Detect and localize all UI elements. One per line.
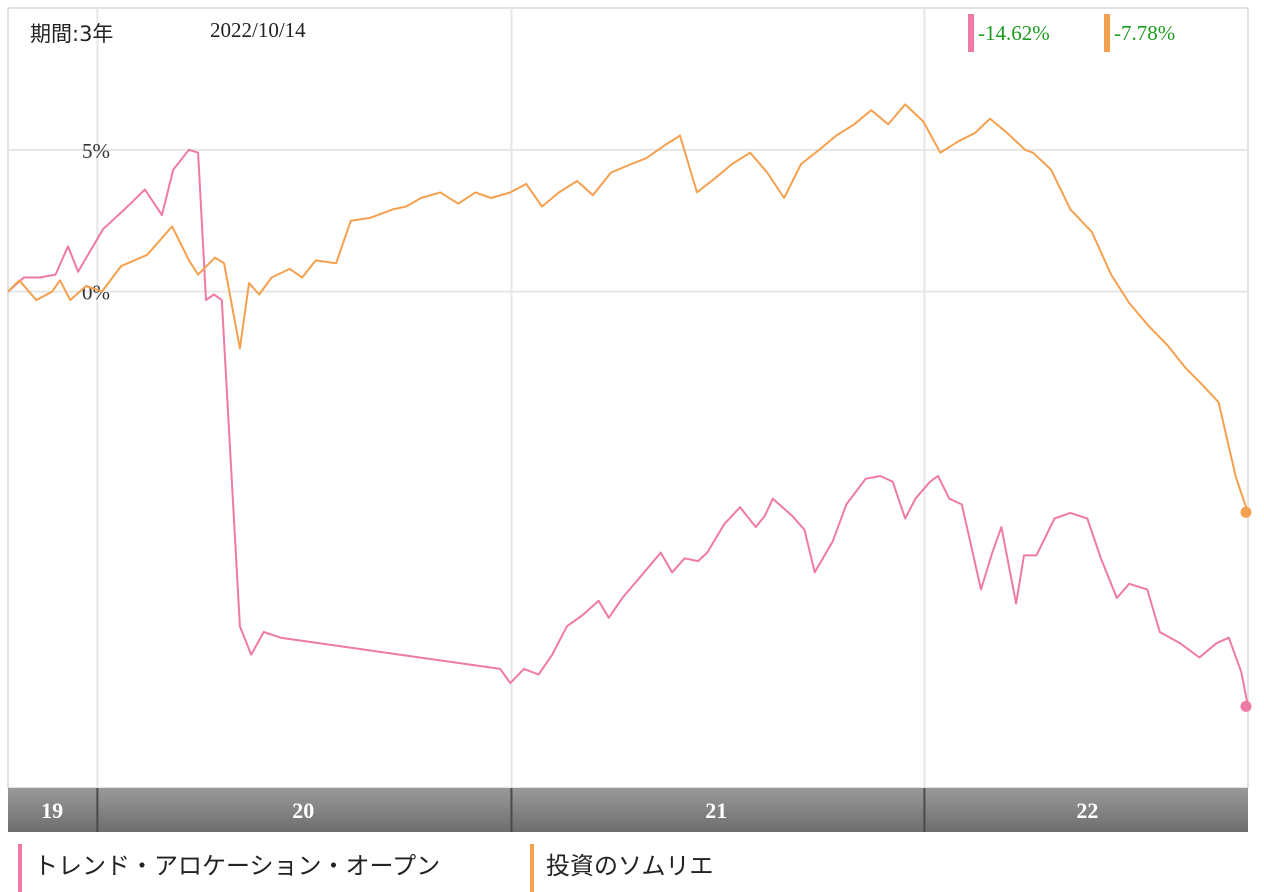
y-tick-label: 0% [82,281,110,305]
plot-border [7,7,1249,789]
legend-label: 投資のソムリエ [546,852,714,880]
legend-label: トレンド・アロケーション・オープン [34,852,441,880]
series-line-2 [7,103,1249,513]
line-chart: 19 20 21 22 5% 0% [7,7,1252,832]
x-tick-label: 21 [705,798,727,823]
return-value-text: -7.78% [1114,21,1176,45]
x-tick-label: 22 [1076,798,1098,823]
x-axis-band: 19 20 21 22 [8,788,1248,832]
y-tick-label: 5% [82,139,110,163]
legend: トレンド・アロケーション・オープン 投資のソムリエ [0,840,1264,892]
x-tick-label: 19 [41,798,63,823]
series-endpoint-2 [1240,506,1252,518]
legend-swatch [18,844,22,892]
series-layer [7,103,1252,712]
chart-panel: 19 20 21 22 5% 0% 期間:3年 2022/10/14 -14.62% -… [7,7,1252,832]
grid [7,7,1249,789]
legend-swatch [530,844,534,892]
series-line-1 [7,148,1249,707]
y-axis: 5% 0% [82,139,110,305]
date-label: 2022/10/14 [210,18,306,42]
period-label: 期間:3年 [30,22,114,46]
return-value-series-2: -7.78% [1104,14,1175,52]
series-2-marker [1104,14,1110,52]
axis-band-background [8,788,1248,832]
return-value-text: -14.62% [978,21,1050,45]
series-endpoint-1 [1240,700,1252,712]
x-tick-label: 20 [292,798,314,823]
series-1-marker [968,14,974,52]
return-value-series-1: -14.62% [968,14,1050,52]
legend-item-trend-allocation-open[interactable]: トレンド・アロケーション・オープン [18,844,441,892]
legend-item-investment-sommelier[interactable]: 投資のソムリエ [530,844,714,892]
